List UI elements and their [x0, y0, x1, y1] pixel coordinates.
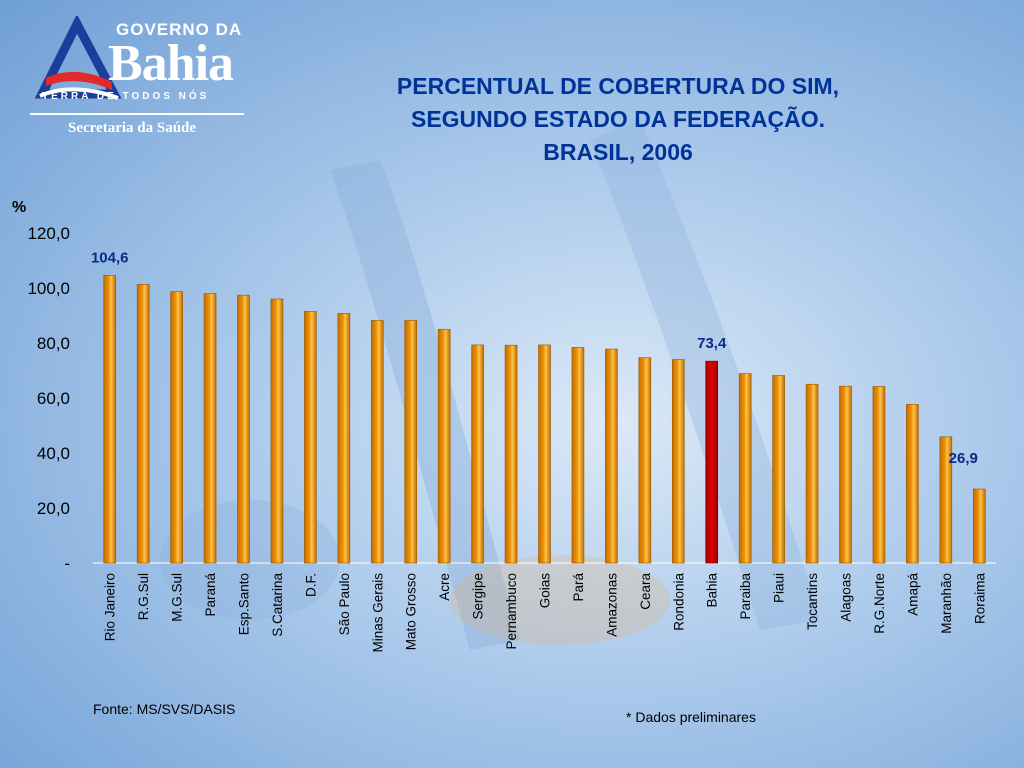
governo-bahia-logo: GOVERNO DA Bahia TERRA DE TODOS NÓS Secr… [20, 14, 250, 144]
bar-12 [504, 344, 518, 564]
y-tick-label: 20,0 [37, 499, 70, 518]
bar-0 [103, 275, 117, 564]
bar-18 [705, 360, 719, 564]
x-tick-label: Mato Grosso [404, 573, 419, 650]
data-label: 104,6 [91, 249, 129, 266]
x-tick-label: Alagoas [839, 573, 854, 622]
x-tick-label: Rondonia [671, 573, 686, 631]
x-tick-label: Esp.Santo [237, 573, 252, 635]
bar-11 [471, 344, 484, 564]
bar-chart: % - 20,0 40,0 60,0 80,0 100,0 120,0 Rio Janeiro R… [12, 199, 996, 653]
bar-25 [939, 436, 953, 564]
bar-1 [136, 284, 150, 564]
bar-5 [270, 298, 284, 564]
title-line-3: BRASIL, 2006 [543, 139, 693, 165]
bar-23 [872, 386, 886, 564]
source-note: Fonte: MS/SVS/DASIS [93, 701, 236, 717]
title-line-1: PERCENTUAL DE COBERTURA DO SIM, [396, 73, 840, 99]
bar-20 [772, 375, 785, 564]
x-tick-label: São Paulo [337, 573, 352, 635]
page-title: PERCENTUAL DE COBERTURA DO SIM, SEGUNDO … [318, 70, 918, 169]
x-tick-label: Piaui [772, 573, 787, 603]
x-tick-label: M.G.Sul [170, 573, 185, 622]
bar-7 [337, 313, 351, 564]
data-label: 26,9 [949, 450, 978, 467]
x-tick-label: Paraná [203, 573, 218, 617]
bar-15 [605, 348, 618, 564]
y-tick-label: - [64, 554, 70, 573]
bar-16 [638, 357, 652, 564]
x-tick-label: Amapá [905, 573, 920, 616]
x-tick-label: Goias [538, 573, 553, 609]
x-tick-label: Amazonas [604, 573, 619, 637]
x-tick-label: Paraiba [738, 573, 753, 620]
bar-14 [571, 347, 585, 564]
y-axis-label: % [12, 199, 26, 216]
x-tick-label: Ceara [638, 573, 653, 610]
x-tick-label: Sergipe [471, 573, 486, 620]
x-tick-label: R.G.Norte [872, 573, 887, 634]
x-tick-label: S.Catarina [270, 573, 285, 637]
bar-19 [738, 373, 752, 564]
bar-13 [538, 344, 551, 564]
bar-3 [203, 293, 217, 564]
bar-8 [370, 320, 384, 564]
x-tick-label: Maranhão [939, 573, 954, 634]
bahia-triangle-icon [34, 16, 122, 100]
x-tick-label: Tocantins [805, 573, 820, 630]
x-tick-label: Rio Janeiro [103, 573, 118, 641]
bar-24 [906, 404, 919, 564]
logo-department: Secretaria da Saúde [68, 120, 197, 136]
x-tick-label: Bahia [705, 573, 720, 608]
bar-21 [805, 383, 819, 564]
logo-divider [30, 113, 244, 115]
x-tick-label: R.G.Sul [136, 573, 151, 620]
bar-2 [170, 291, 183, 564]
x-tick-label: Pernambuco [504, 573, 519, 650]
data-label: 73,4 [697, 335, 727, 352]
bar-22 [839, 385, 852, 564]
y-tick-label: 80,0 [37, 334, 70, 353]
y-tick-label: 40,0 [37, 444, 70, 463]
logo-tagline: TERRA DE TODOS NÓS [42, 91, 210, 102]
x-tick-label: D.F. [303, 573, 318, 597]
bar-6 [304, 311, 317, 564]
footnote: * Dados preliminares [626, 709, 756, 725]
y-tick-label: 100,0 [27, 279, 70, 298]
x-tick-label: Pará [571, 573, 586, 602]
bar-4 [237, 294, 250, 564]
logo-name: Bahia [108, 35, 234, 92]
x-tick-label: Acre [437, 573, 452, 601]
x-tick-label: Roraima [972, 573, 987, 625]
bar-9 [404, 320, 418, 564]
x-tick-label: Minas Gerais [370, 573, 385, 653]
bar-17 [671, 359, 685, 564]
logo-top-text: GOVERNO DA [116, 20, 243, 39]
bar-26 [972, 488, 986, 564]
y-tick-label: 120,0 [27, 224, 70, 243]
y-tick-label: 60,0 [37, 389, 70, 408]
bar-10 [437, 328, 451, 564]
title-line-2: SEGUNDO ESTADO DA FEDERAÇÃO. [410, 106, 826, 132]
